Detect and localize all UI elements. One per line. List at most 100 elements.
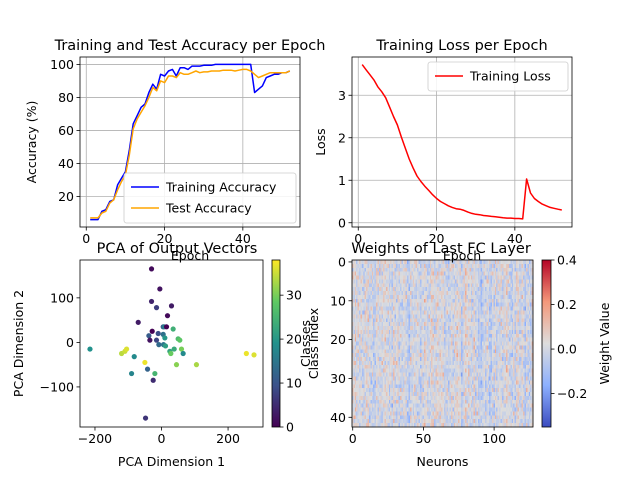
heatmap-cell — [364, 341, 367, 346]
heatmap-cell — [391, 353, 394, 358]
heatmap-cell — [460, 345, 463, 350]
heatmap-cell — [397, 271, 399, 276]
heatmap-cell — [452, 310, 455, 315]
heatmap-cell — [353, 275, 356, 280]
heatmap-cell — [435, 399, 438, 404]
heatmap-cell — [391, 337, 394, 342]
heatmap-cell — [466, 392, 469, 397]
heatmap-cell — [493, 310, 496, 315]
heatmap-cell — [385, 287, 388, 292]
heatmap-cell — [518, 337, 521, 342]
heatmap-cell — [353, 384, 356, 389]
heatmap-cell — [422, 279, 425, 284]
heatmap-cell — [408, 357, 411, 362]
heatmap-cell — [425, 368, 428, 373]
heatmap-cell — [482, 326, 484, 331]
heatmap-cell — [428, 384, 431, 389]
heatmap-cell — [374, 260, 377, 265]
heatmap-cell — [486, 302, 489, 307]
heatmap-cell — [469, 314, 472, 319]
heatmap-cell — [439, 263, 442, 269]
heatmap-cell — [516, 380, 518, 385]
heatmap-cell — [514, 322, 517, 327]
heatmap-cell — [381, 403, 384, 408]
heatmap-cell — [466, 267, 469, 272]
heatmap-cell — [353, 326, 356, 331]
heatmap-cell — [387, 279, 390, 284]
heatmap-cell — [405, 403, 408, 408]
heatmap-cell — [398, 271, 401, 276]
heatmap-cell — [500, 267, 503, 272]
heatmap-cell — [370, 388, 373, 393]
heatmap-cell — [470, 263, 473, 269]
heatmap-cell — [443, 380, 446, 385]
heatmap-cell — [466, 380, 469, 385]
heatmap-cell — [449, 263, 452, 269]
heatmap-cell — [387, 349, 390, 354]
heatmap-cell — [482, 283, 484, 288]
heatmap-cell — [436, 388, 439, 393]
heatmap-cell — [510, 306, 513, 311]
heatmap-cell — [353, 376, 356, 381]
heatmap-cell — [411, 298, 414, 304]
heatmap-cell — [429, 360, 432, 366]
heatmap-cell — [357, 360, 360, 366]
heatmap-cell — [496, 380, 498, 385]
heatmap-cell — [438, 271, 440, 276]
heatmap-cell — [388, 353, 391, 358]
heatmap-cell — [514, 263, 517, 269]
heatmap-cell — [452, 407, 455, 412]
heatmap-cell — [398, 399, 401, 404]
heatmap-cell — [441, 263, 443, 269]
heatmap-cell — [517, 318, 520, 323]
heatmap-cell — [531, 360, 534, 366]
heatmap-cell — [508, 384, 511, 389]
heatmap-cell — [400, 407, 402, 412]
heatmap-cell — [517, 337, 520, 342]
heatmap-cell — [425, 399, 428, 404]
heatmap-cell — [455, 395, 457, 401]
heatmap-cell — [472, 333, 474, 338]
heatmap-cell — [520, 283, 522, 288]
heatmap-cell — [432, 260, 435, 265]
heatmap-cell — [387, 329, 390, 335]
heatmap-cell — [391, 364, 394, 370]
heatmap-cell — [353, 260, 356, 265]
heatmap-cell — [428, 306, 431, 311]
heatmap-cell — [524, 395, 527, 401]
heatmap-cell — [472, 294, 474, 300]
heatmap-cell — [361, 275, 364, 280]
heatmap-cell — [460, 287, 463, 292]
heatmap-cell — [425, 314, 428, 319]
heatmap-cell — [477, 372, 480, 377]
heatmap-cell — [511, 357, 514, 362]
heatmap-cell — [419, 318, 422, 323]
heatmap-cell — [477, 318, 480, 323]
heatmap-cell — [445, 372, 448, 377]
heatmap-cell — [520, 322, 522, 327]
heatmap-cell — [462, 403, 465, 408]
heatmap-cell — [395, 298, 398, 304]
heatmap-cell — [398, 310, 401, 315]
heatmap-cell — [385, 353, 388, 358]
heatmap-cell — [462, 329, 465, 335]
heatmap-cell — [482, 368, 484, 373]
heatmap-cell — [418, 310, 421, 315]
heatmap-cell — [434, 283, 436, 288]
heatmap-cell — [484, 345, 487, 350]
heatmap-cell — [463, 368, 466, 373]
heatmap-cell — [377, 392, 380, 397]
heatmap-cell — [484, 395, 487, 401]
heatmap-cell — [514, 360, 517, 366]
heatmap-cell — [472, 376, 474, 381]
heatmap-cell — [361, 333, 364, 338]
heatmap-cell — [376, 349, 378, 354]
heatmap-cell — [438, 349, 440, 354]
heatmap-cell — [477, 345, 480, 350]
heatmap-cell — [401, 294, 404, 300]
heatmap-cell — [436, 267, 439, 272]
heatmap-cell — [363, 380, 366, 385]
heatmap-cell — [513, 260, 515, 265]
heatmap-cell — [503, 345, 506, 350]
